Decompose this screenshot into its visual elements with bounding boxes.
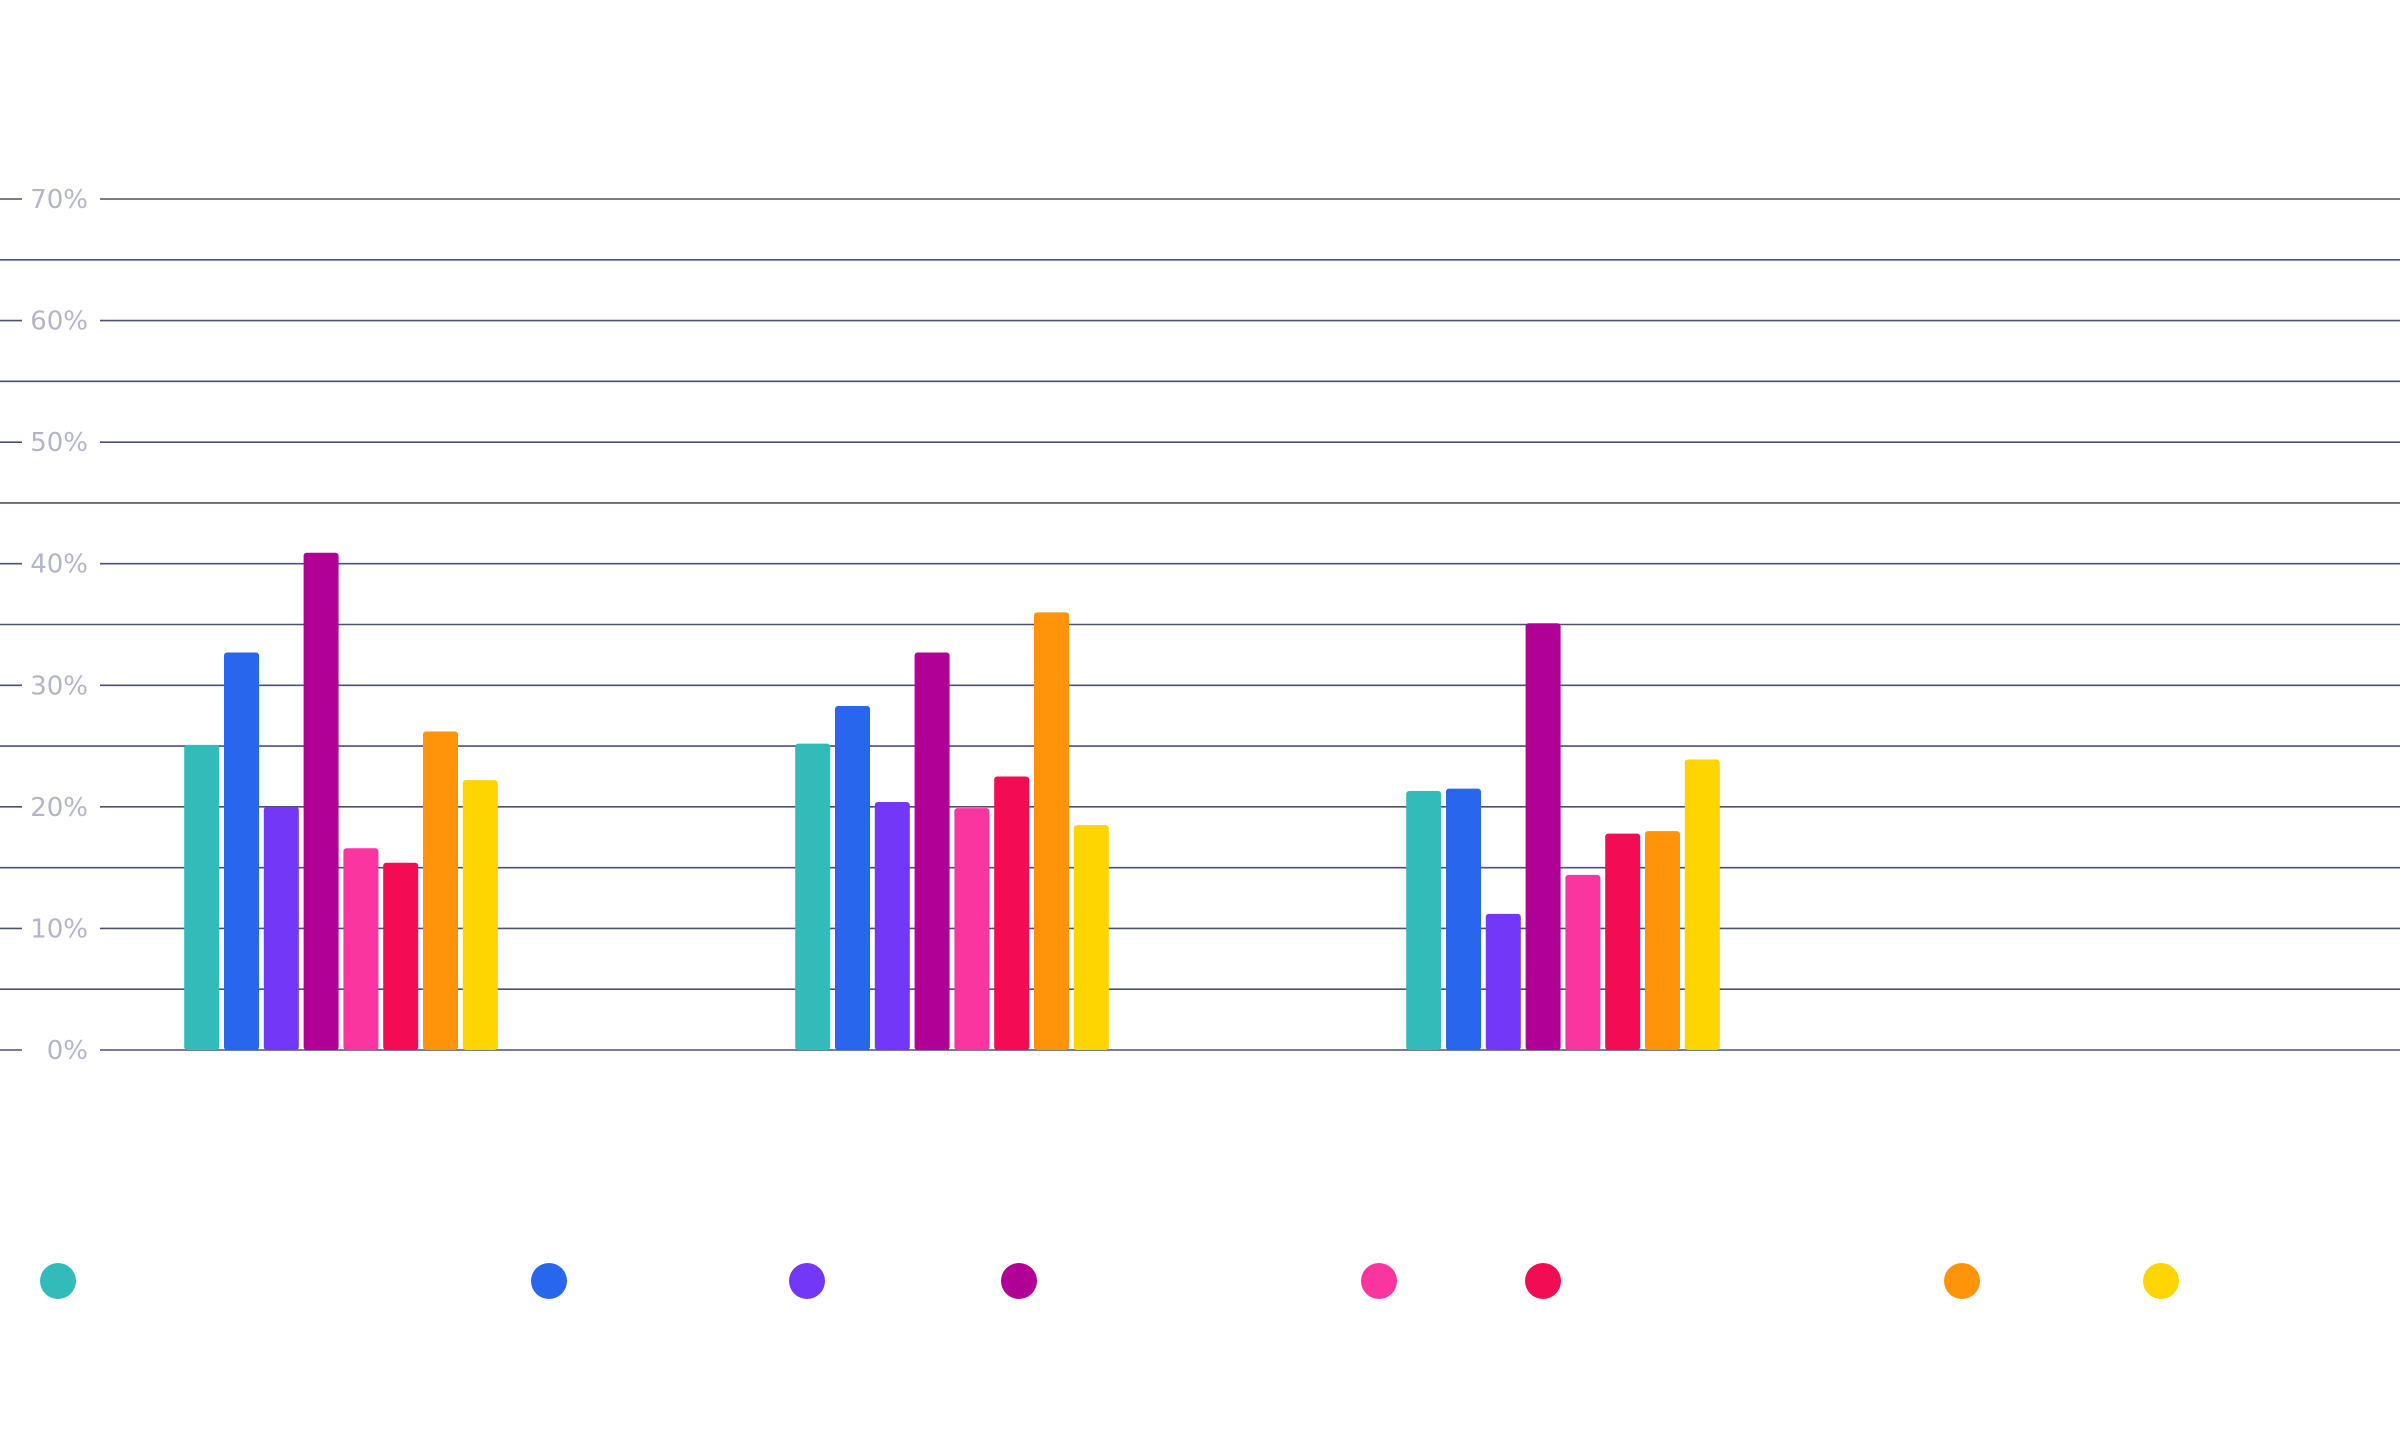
- y-tick-label: 10%: [30, 914, 88, 944]
- bar: [1565, 874, 1601, 1050]
- bar: [224, 652, 259, 1050]
- bar: [343, 848, 379, 1050]
- bar: [1525, 623, 1561, 1050]
- bar: [1485, 913, 1521, 1050]
- y-tick-label: 30%: [30, 671, 88, 701]
- legend: [40, 1263, 2179, 1299]
- legend-marker[interactable]: [1944, 1263, 1980, 1299]
- bar: [874, 801, 910, 1050]
- y-tick-label: 40%: [30, 550, 88, 580]
- bar: [954, 808, 990, 1050]
- y-tick-label: 50%: [30, 428, 88, 458]
- legend-marker[interactable]: [789, 1263, 825, 1299]
- bar: [1073, 825, 1109, 1050]
- bar: [1605, 833, 1641, 1050]
- legend-marker[interactable]: [2143, 1263, 2179, 1299]
- y-tick-label: 70%: [30, 185, 88, 215]
- bar: [1406, 791, 1442, 1050]
- bars: [184, 552, 1720, 1050]
- bar: [1645, 831, 1680, 1050]
- bar: [383, 862, 419, 1050]
- y-tick-label: 0%: [47, 1036, 88, 1066]
- y-tick-label: 60%: [30, 307, 88, 337]
- legend-marker[interactable]: [1525, 1263, 1561, 1299]
- bar: [184, 744, 220, 1050]
- bar: [994, 776, 1030, 1050]
- bar: [263, 806, 299, 1050]
- bar: [835, 705, 870, 1050]
- legend-marker[interactable]: [40, 1263, 76, 1299]
- bar: [462, 780, 498, 1050]
- legend-marker[interactable]: [1001, 1263, 1037, 1299]
- bar: [1446, 788, 1481, 1050]
- gridlines: [0, 198, 2400, 1051]
- y-axis: 0% 10% 20% 30% 40% 50% 60% 70%: [0, 185, 88, 1066]
- y-tick-label: 20%: [30, 793, 88, 823]
- bar: [914, 652, 950, 1050]
- legend-marker[interactable]: [531, 1263, 567, 1299]
- bar: [1034, 612, 1069, 1050]
- bar: [1684, 759, 1720, 1050]
- legend-marker[interactable]: [1361, 1263, 1397, 1299]
- bar: [303, 552, 339, 1050]
- bar: [795, 743, 831, 1050]
- bar: [423, 731, 458, 1050]
